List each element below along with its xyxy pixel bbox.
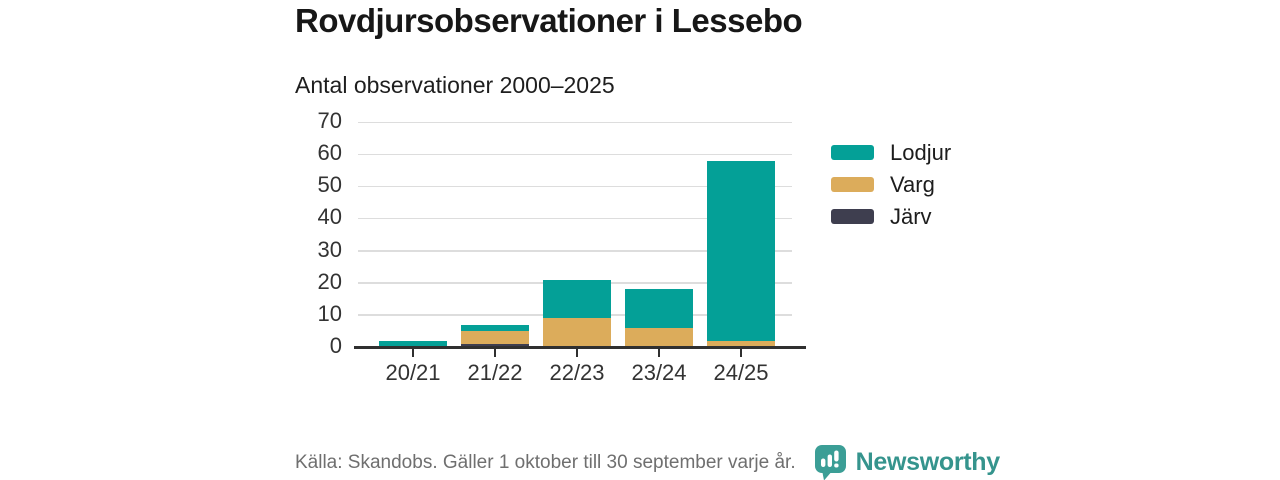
x-axis-labels: 20/21 21/22 22/23 23/24 24/25 xyxy=(358,360,792,386)
grid-line-50 xyxy=(358,185,792,188)
grid-line-30 xyxy=(358,250,792,252)
bar-20/21 xyxy=(372,122,454,347)
x-tick-21/22 xyxy=(454,349,536,357)
bar-segment-varg-21/22 xyxy=(461,330,529,344)
bar-segment-lodjur-24/25 xyxy=(707,160,775,341)
bar-series xyxy=(358,122,792,347)
y-tick-label-60: 60 xyxy=(317,140,342,166)
grid-line-40 xyxy=(358,217,792,220)
tick-mark xyxy=(494,349,496,357)
tick-mark xyxy=(576,349,578,357)
tick-mark xyxy=(412,349,414,357)
source-note: Källa: Skandobs. Gäller 1 oktober till 3… xyxy=(295,451,796,473)
x-tick-label-24/25: 24/25 xyxy=(713,360,769,385)
bar-segment-lodjur-22/23 xyxy=(543,279,611,319)
x-axis-ticks xyxy=(358,349,792,357)
brand-name: Newsworthy xyxy=(855,448,1001,476)
x-tick-24/25 xyxy=(700,349,782,357)
bar-segment-varg-23/24 xyxy=(625,327,693,347)
legend-label-lodjur: Lodjur xyxy=(890,139,952,165)
page-title: Rovdjursobservationer i Lessebo xyxy=(295,2,803,39)
y-tick-label-70: 70 xyxy=(317,108,342,133)
chart-subtitle: Antal observationer 2000–2025 xyxy=(295,72,615,98)
stacked-bar-chart: 0 10 20 30 40 50 60 70 20/21 21/22 22/23 23/24 24/2… xyxy=(318,109,806,385)
x-tick-label-22/23: 22/23 xyxy=(549,360,605,385)
y-tick-label-30: 30 xyxy=(317,236,342,262)
x-tick-label-23/24: 23/24 xyxy=(631,360,687,385)
legend-swatch-järv xyxy=(831,209,874,224)
bar-segment-varg-24/25 xyxy=(707,340,775,347)
bar-segment-lodjur-20/21 xyxy=(379,340,447,347)
tick-mark xyxy=(658,349,660,357)
tick-mark xyxy=(740,349,742,357)
legend-swatch-varg xyxy=(831,177,874,192)
x-tick-23/24 xyxy=(618,349,700,357)
bar-segment-järv-21/22 xyxy=(461,343,529,347)
legend: Lodjur Varg Järv xyxy=(831,139,952,229)
legend-item-varg: Varg xyxy=(831,171,951,197)
footer: Källa: Skandobs. Gäller 1 oktober till 3… xyxy=(295,444,1000,480)
x-tick-20/21 xyxy=(372,349,454,357)
x-tick-label-21/22: 21/22 xyxy=(467,360,523,385)
y-tick-label-10: 10 xyxy=(317,300,342,326)
bar-segment-varg-22/23 xyxy=(543,318,611,347)
legend-label-järv: Järv xyxy=(890,203,932,229)
bar-segment-lodjur-21/22 xyxy=(461,324,529,331)
grid-line-70 xyxy=(358,121,792,123)
legend-item-lodjur: Lodjur xyxy=(831,139,952,165)
newsworthy-logo-icon xyxy=(814,445,846,480)
grid-line-60 xyxy=(358,153,792,156)
x-tick-22/23 xyxy=(536,349,618,357)
bar-22/23 xyxy=(536,122,618,347)
x-axis-line xyxy=(354,346,806,349)
bar-24/25 xyxy=(700,122,782,347)
x-tick-label-20/21: 20/21 xyxy=(385,360,441,385)
y-tick-label-20: 20 xyxy=(317,268,342,294)
y-tick-label-40: 40 xyxy=(317,204,342,230)
y-tick-label-0: 0 xyxy=(329,333,342,358)
bar-23/24 xyxy=(618,122,700,347)
legend-swatch-lodjur xyxy=(831,145,874,160)
bar-21/22 xyxy=(454,122,536,347)
y-tick-label-50: 50 xyxy=(317,172,342,198)
bar-segment-lodjur-23/24 xyxy=(625,289,693,328)
legend-label-varg: Varg xyxy=(890,171,935,197)
legend-item-järv: Järv xyxy=(831,203,951,229)
